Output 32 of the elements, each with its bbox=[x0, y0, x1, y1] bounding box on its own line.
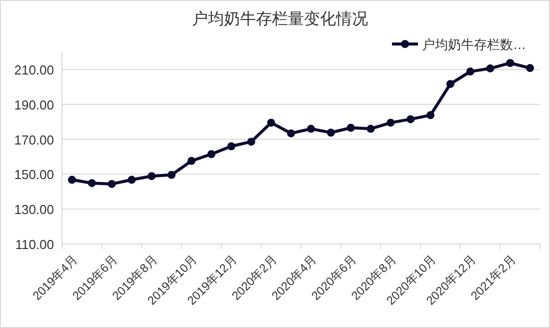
point bbox=[466, 68, 474, 76]
y-tick-label: 150.00 bbox=[14, 167, 54, 182]
point bbox=[326, 128, 335, 137]
point bbox=[247, 138, 256, 146]
point bbox=[128, 176, 136, 184]
point bbox=[88, 179, 96, 188]
point bbox=[148, 172, 156, 180]
point bbox=[287, 129, 296, 138]
point bbox=[207, 150, 216, 158]
y-tick-label: 170.00 bbox=[14, 132, 54, 148]
legend-label: 户均奶牛存栏数… bbox=[422, 37, 526, 52]
y-tick-label: 190.00 bbox=[14, 97, 54, 112]
point bbox=[68, 176, 76, 184]
point bbox=[446, 80, 454, 88]
y-tick-label: 130.00 bbox=[14, 202, 54, 218]
point bbox=[168, 170, 176, 179]
point bbox=[506, 58, 514, 67]
point bbox=[227, 142, 236, 150]
point bbox=[346, 124, 355, 132]
y-tick-label: 210.00 bbox=[14, 62, 54, 78]
point bbox=[486, 64, 494, 72]
point bbox=[366, 124, 375, 133]
point bbox=[426, 111, 434, 120]
point bbox=[526, 64, 534, 72]
y-tick-label: 110.00 bbox=[15, 237, 54, 252]
point bbox=[406, 115, 415, 124]
chart-title: 户均奶牛存栏量变化情况 bbox=[192, 10, 368, 28]
point bbox=[306, 124, 315, 133]
point bbox=[267, 118, 276, 127]
point bbox=[386, 118, 395, 127]
point bbox=[187, 156, 196, 165]
point bbox=[108, 180, 116, 188]
